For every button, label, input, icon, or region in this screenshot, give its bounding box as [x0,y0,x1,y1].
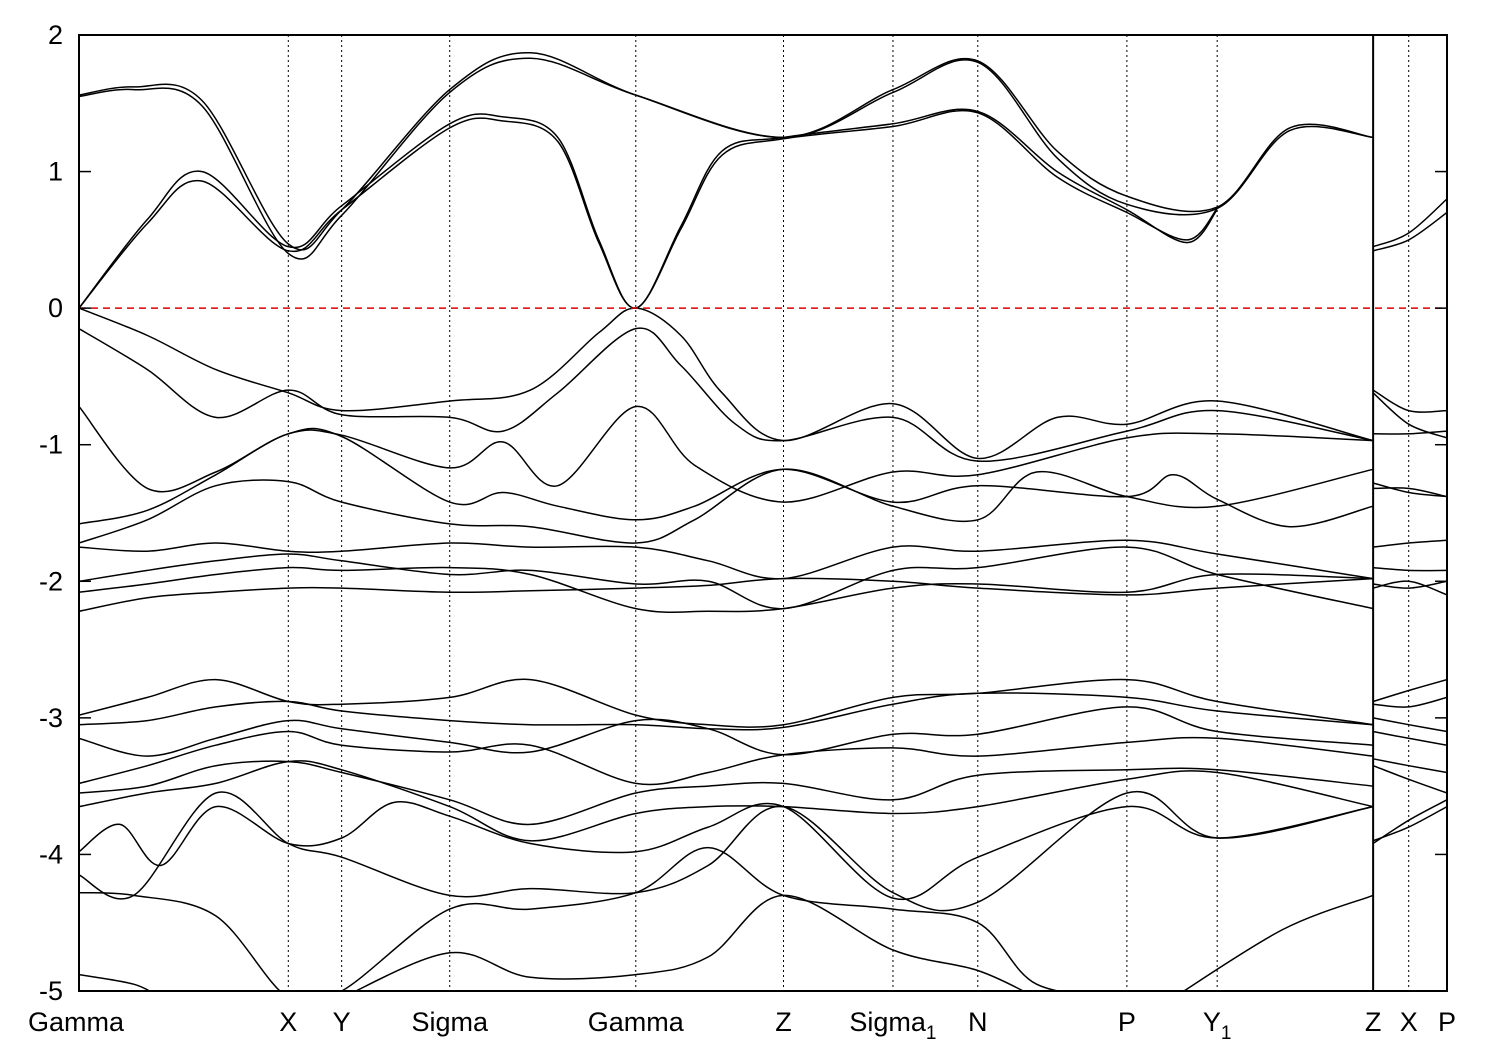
band-line [79,566,1374,613]
x-tick-label-text: Z [775,1007,792,1037]
band-line [79,846,1062,991]
band-line [79,405,1374,503]
band-line [1372,730,1447,746]
x-tick-label-text: Y [333,1007,351,1037]
x-tick-label-text: N [968,1007,988,1037]
x-tick-label: X [279,1007,297,1037]
x-tick-label: Y [333,1007,351,1037]
x-tick-label-subscript: 1 [1221,1023,1232,1044]
x-axis: Gamma X Y Sigma Gamma Z Sigma1 N P Y1 Z X P [28,1007,1456,1044]
x-tick-label: Z [775,1007,792,1037]
x-tick-label: P [1438,1007,1456,1037]
band-line [1373,696,1447,708]
band-line [79,427,1374,528]
band-line [1373,539,1447,548]
band-line [354,894,1025,991]
grid-lines [287,35,1410,991]
y-axis: 2 1 0 -1 -2 -3 -4 -5 [39,20,1447,1006]
x-tick-label-text: Z [1365,1007,1382,1037]
y-tick-label: -5 [39,976,63,1006]
band-line [1372,198,1447,248]
y-tick-label: -2 [39,566,63,596]
band-line [79,973,152,991]
band-line [1372,392,1447,439]
band-line [79,760,1374,842]
y-tick-label: 0 [48,293,63,323]
x-tick-label-text: Sigma [849,1007,927,1037]
band-line [79,760,1374,826]
band-line [1372,805,1447,842]
x-tick-label-text: Gamma [588,1007,685,1037]
x-tick-label-subscript: 1 [926,1023,937,1044]
band-line [79,692,1374,731]
band-line [79,678,1374,728]
x-tick-label: Gamma [28,1007,125,1037]
band-line [1372,758,1447,774]
y-tick-label: 2 [48,20,63,50]
y-tick-label: 1 [48,157,63,187]
band-line [1372,678,1447,703]
y-tick-label: -4 [39,839,63,869]
band-line [1373,580,1447,589]
x-tick-label: N [968,1007,988,1037]
x-tick-label-text: X [279,1007,297,1037]
band-line [1373,566,1447,572]
band-line [79,730,1374,786]
plot-frame [78,34,1448,992]
band-line [79,327,1374,462]
x-tick-label-text: Gamma [28,1007,125,1037]
band-line [79,57,1374,260]
band-line [1372,211,1447,252]
x-tick-label: Z [1365,1007,1382,1037]
band-line [1372,389,1447,413]
x-tick-label: P [1118,1007,1136,1037]
plot-border [78,34,1448,992]
band-line [79,468,1374,544]
x-tick-label-text: Sigma [411,1007,489,1037]
band-line [79,539,1374,580]
band-line [79,801,1374,901]
y-tick-label: -1 [39,430,63,460]
band-line [1182,894,1374,991]
band-line [1373,487,1447,498]
x-tick-label-text: X [1400,1007,1418,1037]
band-line [1372,717,1447,733]
y-tick-label: -3 [39,703,63,733]
series-lines [79,52,1447,991]
band-line [1373,430,1447,435]
x-tick-label: X [1400,1007,1418,1037]
x-tick-label: Sigma1 [849,1007,936,1044]
x-tick-label: Y1 [1203,1007,1232,1044]
band-line [79,307,1374,460]
x-tick-label: Sigma [411,1007,489,1037]
band-line [79,109,1218,309]
x-tick-label-text: P [1438,1007,1456,1037]
band-line [79,577,1374,613]
band-line [1372,482,1447,498]
x-tick-label-text: Y [1203,1007,1221,1037]
band-line [1372,764,1447,794]
x-tick-label: Gamma [588,1007,685,1037]
band-line [79,546,1374,610]
x-tick-label-text: P [1118,1007,1136,1037]
band-line [79,706,1374,757]
band-line [79,790,1374,912]
